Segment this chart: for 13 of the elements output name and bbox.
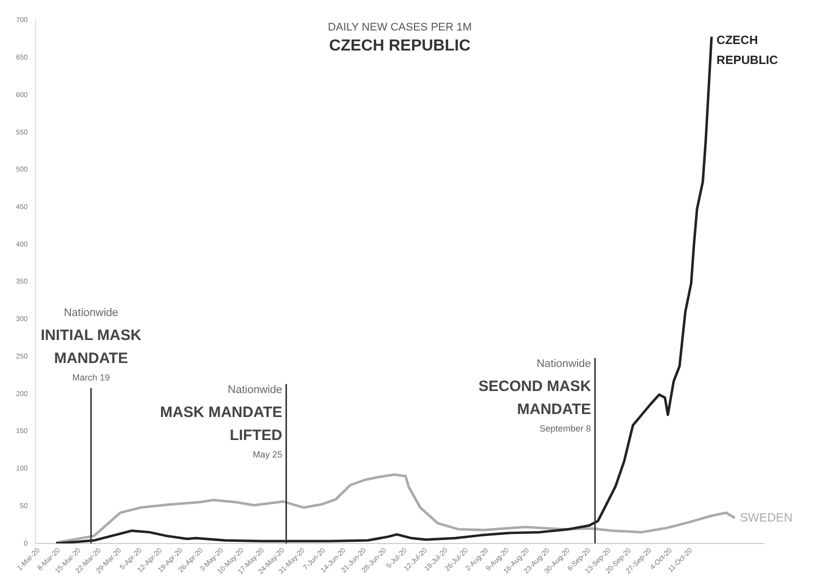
ref-line-label: INITIAL MASK MANDATE: [40, 327, 142, 368]
annotation: May 25: [252, 449, 282, 460]
annotation: Nationwide: [536, 358, 592, 370]
series-label: CZECH REPUBLIC: [716, 32, 778, 67]
text: CZECH REPUBLIC: [329, 38, 471, 55]
annotation: Nationwide: [228, 384, 282, 396]
series-label: SWEDEN: [740, 510, 793, 524]
ref-line-label: SECOND MASK MANDATE: [478, 378, 592, 418]
chart-subtitle: DAILY NEW CASES PER 1M: [328, 22, 472, 34]
annotation: September 8: [540, 423, 592, 434]
annotation: March 19: [72, 372, 110, 382]
ref-line-label: MASK MANDATE LIFTED: [160, 404, 282, 444]
annotation: Nationwide: [64, 307, 118, 320]
